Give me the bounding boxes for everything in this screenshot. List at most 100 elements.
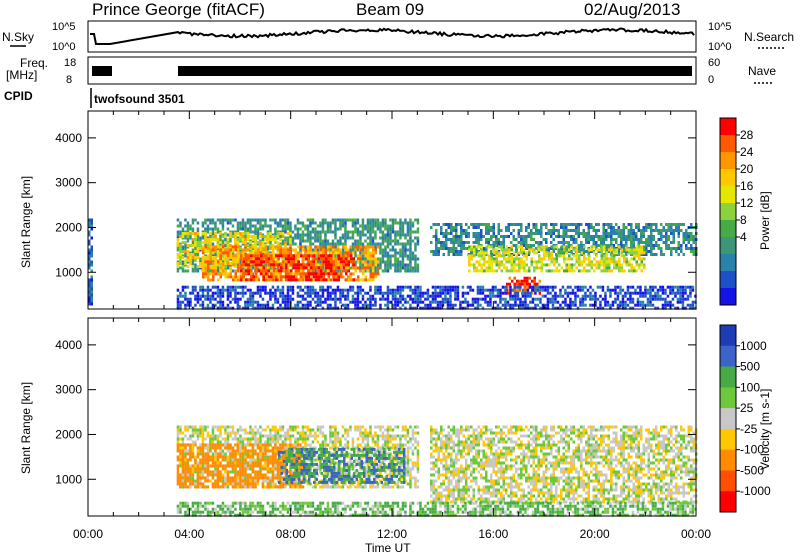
data-cell bbox=[605, 232, 608, 235]
data-cell bbox=[654, 298, 657, 301]
data-cell bbox=[182, 270, 185, 273]
data-cell bbox=[593, 238, 596, 241]
data-cell bbox=[484, 298, 487, 301]
data-cell bbox=[295, 254, 298, 257]
data-cell bbox=[479, 292, 482, 295]
data-cell bbox=[292, 292, 295, 295]
data-cell bbox=[285, 260, 288, 263]
data-cell bbox=[465, 229, 468, 232]
data-cell bbox=[613, 238, 616, 241]
data-cell bbox=[468, 241, 471, 244]
data-cell bbox=[574, 292, 577, 295]
data-cell bbox=[278, 263, 281, 266]
data-cell bbox=[322, 245, 325, 248]
data-cell bbox=[214, 438, 217, 441]
data-cell bbox=[229, 222, 232, 225]
data-cell bbox=[463, 232, 466, 235]
data-cell bbox=[293, 254, 296, 257]
data-cell bbox=[555, 223, 558, 226]
data-cell bbox=[455, 253, 458, 256]
data-cell bbox=[543, 248, 546, 251]
data-cell bbox=[91, 219, 94, 222]
data-cell bbox=[523, 238, 526, 241]
data-cell bbox=[414, 237, 417, 240]
data-cell bbox=[574, 304, 577, 307]
data-cell bbox=[407, 234, 410, 237]
data-cell bbox=[595, 232, 598, 235]
data-cell bbox=[244, 286, 247, 289]
data-cell bbox=[540, 232, 543, 235]
data-cell bbox=[650, 238, 653, 241]
data-cell bbox=[569, 298, 572, 301]
data-cell bbox=[518, 241, 521, 244]
data-cell bbox=[608, 244, 611, 247]
data-cell bbox=[457, 286, 460, 289]
data-cell bbox=[284, 295, 287, 298]
data-cell bbox=[222, 304, 225, 307]
data-cell bbox=[255, 251, 258, 254]
data-cell bbox=[447, 289, 450, 292]
data-cell bbox=[322, 228, 325, 231]
data-cell bbox=[447, 301, 450, 304]
data-cell bbox=[559, 295, 562, 298]
data-cell bbox=[288, 269, 291, 272]
data-cell bbox=[202, 471, 205, 474]
data-cell bbox=[204, 250, 207, 253]
data-cell bbox=[334, 292, 337, 295]
data-cell bbox=[330, 254, 333, 257]
data-cell bbox=[412, 289, 415, 292]
data-cell bbox=[460, 247, 463, 250]
data-cell bbox=[184, 246, 187, 249]
data-cell bbox=[189, 435, 192, 438]
data-cell bbox=[324, 270, 327, 273]
data-cell bbox=[389, 289, 392, 292]
data-cell bbox=[257, 289, 260, 292]
data-cell bbox=[607, 289, 610, 292]
data-cell bbox=[635, 223, 638, 226]
data-cell bbox=[347, 234, 350, 237]
data-cell bbox=[252, 304, 255, 307]
data-cell bbox=[202, 248, 205, 251]
data-cell bbox=[593, 269, 596, 272]
data-cell bbox=[227, 298, 230, 301]
data-cell bbox=[468, 248, 471, 251]
data-cell bbox=[554, 295, 557, 298]
data-cell bbox=[513, 257, 516, 260]
data-cell bbox=[313, 272, 316, 275]
data-cell bbox=[665, 238, 668, 241]
data-cell bbox=[625, 241, 628, 244]
data-cell bbox=[584, 292, 587, 295]
data-cell bbox=[506, 269, 509, 272]
data-cell bbox=[189, 253, 192, 256]
data-cell bbox=[182, 265, 185, 268]
data-cell bbox=[239, 238, 242, 241]
data-cell bbox=[354, 240, 357, 243]
data-cell bbox=[526, 254, 529, 257]
data-cell bbox=[340, 275, 343, 278]
data-cell bbox=[212, 231, 215, 234]
data-cell bbox=[197, 438, 200, 441]
data-cell bbox=[493, 269, 496, 272]
data-cell bbox=[222, 438, 225, 441]
data-cell bbox=[532, 301, 535, 304]
data-cell bbox=[523, 241, 526, 244]
data-cell bbox=[274, 298, 277, 301]
data-cell bbox=[528, 223, 531, 226]
data-cell bbox=[658, 247, 661, 250]
data-cell bbox=[526, 245, 529, 248]
data-cell bbox=[254, 238, 257, 241]
data-cell bbox=[245, 260, 248, 263]
data-cell bbox=[518, 257, 521, 260]
data-cell bbox=[500, 235, 503, 238]
data-cell bbox=[620, 232, 623, 235]
data-cell bbox=[624, 304, 627, 307]
data-cell bbox=[312, 286, 315, 289]
data-cell bbox=[659, 289, 662, 292]
data-cell bbox=[520, 226, 523, 229]
data-cell bbox=[407, 264, 410, 267]
data-cell bbox=[529, 295, 532, 298]
data-cell bbox=[235, 257, 238, 260]
data-cell bbox=[367, 292, 370, 295]
data-cell bbox=[289, 225, 292, 228]
data-cell bbox=[460, 250, 463, 253]
